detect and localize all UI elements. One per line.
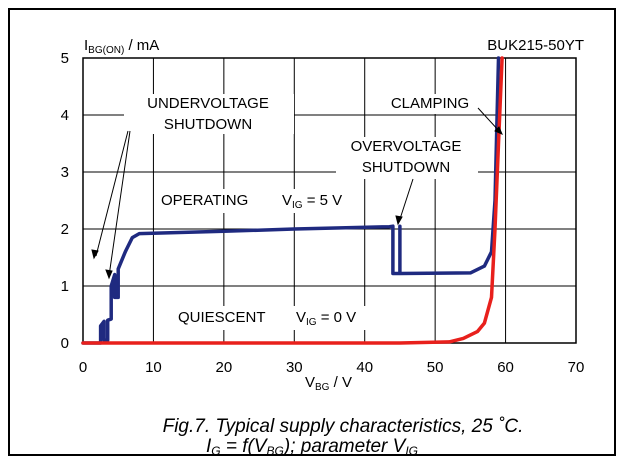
caption-line2: IG = f(VBG); parameter VIG (206, 436, 418, 458)
x-tick-label: 0 (79, 359, 87, 376)
series-line-1 (81, 56, 501, 345)
arrowhead-undervoltage-1 (91, 249, 99, 260)
series-layer (81, 56, 504, 345)
y-tick-label: 3 (61, 164, 69, 181)
series-line-2 (81, 56, 504, 345)
clamping-label-bg (375, 94, 485, 114)
x-axis-label-unit: / V (329, 374, 352, 391)
tick-labels: 0 10 20 30 40 50 60 70 0 1 2 3 4 5 (61, 50, 585, 376)
overvoltage-label-bg (336, 137, 478, 179)
leader-clamping (477, 107, 501, 133)
arrowhead-undervoltage-2 (105, 269, 113, 280)
y-tick-label: 5 (61, 50, 69, 67)
leader-undervoltage-2 (108, 130, 131, 277)
undervoltage-label-bg (124, 94, 294, 134)
x-tick-label: 40 (356, 359, 373, 376)
operating-label: OPERATING (161, 192, 248, 209)
operating-label-bg (159, 189, 363, 213)
y-tick-label: 0 (61, 335, 69, 352)
operating-condition: VIG = 5 V (282, 192, 342, 211)
y-tick-label: 2 (61, 221, 69, 238)
x-axis-label-main: V (305, 374, 315, 391)
leader-undervoltage-1 (95, 130, 129, 257)
y-axis-label-sub: BG(ON) (88, 45, 124, 56)
quiescent-label-bg (176, 306, 376, 330)
arrowhead-overvoltage (395, 215, 403, 226)
overvoltage-label-line2: SHUTDOWN (362, 159, 450, 176)
chart-title: BUK215-50YT (487, 37, 584, 54)
x-axis-label-sub: BG (315, 382, 330, 393)
quiescent-label: QUIESCENT (178, 309, 266, 326)
overvoltage-label-line1: OVERVOLTAGE (351, 138, 462, 155)
x-tick-label: 60 (497, 359, 514, 376)
figure-frame (8, 8, 616, 456)
x-tick-label: 70 (568, 359, 585, 376)
caption-line1: Fig.7. Typical supply characteristics, 2… (163, 416, 524, 437)
clamping-label: CLAMPING (391, 95, 469, 112)
y-axis-label-main: I (84, 37, 88, 54)
y-axis-label-unit: / mA (124, 37, 159, 54)
leader-lines (91, 107, 503, 280)
x-tick-label: 30 (286, 359, 303, 376)
x-tick-label: 20 (216, 359, 233, 376)
undervoltage-label-line2: SHUTDOWN (164, 116, 252, 133)
quiescent-condition: VIG = 0 V (296, 309, 356, 328)
arrowhead-clamping (494, 126, 503, 135)
y-tick-label: 4 (61, 107, 69, 124)
undervoltage-label-line1: UNDERVOLTAGE (147, 95, 269, 112)
y-axis-label: IBG(ON) / mA (84, 37, 159, 56)
leader-overvoltage (398, 178, 414, 223)
x-tick-label: 50 (427, 359, 444, 376)
x-tick-label: 10 (145, 359, 162, 376)
x-axis-label: VBG / V (305, 374, 352, 393)
y-tick-label: 1 (61, 278, 69, 295)
